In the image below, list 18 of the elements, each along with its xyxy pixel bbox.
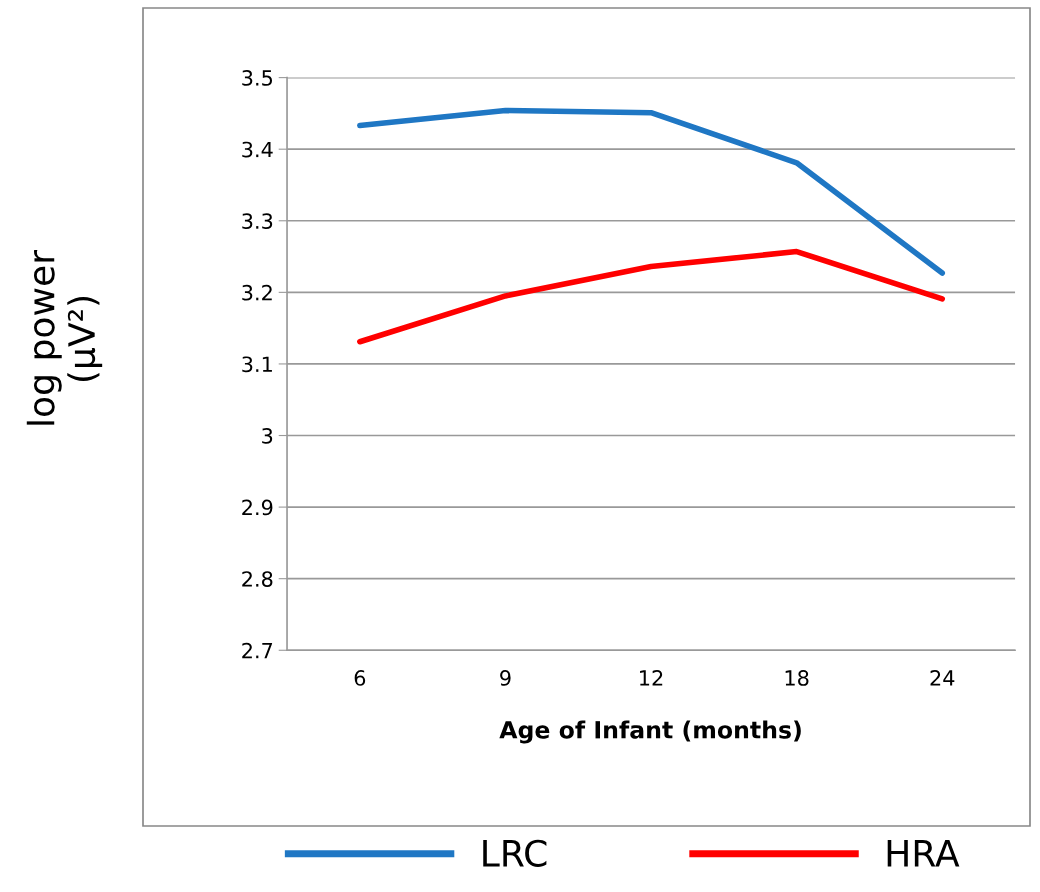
y-tick-label: 3.2 <box>242 284 272 301</box>
x-tick-label: 18 <box>785 670 809 686</box>
y-tick-label: 3.3 <box>242 213 273 229</box>
x-tick-label: 9 <box>500 670 511 686</box>
y-tick-label: 2.8 <box>242 571 273 587</box>
y-tick-label: 3 <box>262 427 273 444</box>
y-tick-label: 2.7 <box>242 642 273 659</box>
y-tick-label: 2.9 <box>242 499 273 516</box>
x-tick-label: 12 <box>640 670 663 686</box>
x-axis-title: Age of Infant (months) <box>499 720 801 744</box>
y-tick-label: 3.4 <box>242 141 273 158</box>
x-tick-label: 6 <box>354 670 366 686</box>
y-axis-title: log power (μV²) <box>26 249 103 425</box>
x-tick-label: 24 <box>930 670 955 686</box>
legend-label: LRC <box>483 839 547 867</box>
y-tick-label: 3.1 <box>242 356 272 373</box>
legend-label: HRA <box>887 840 960 867</box>
y-tick-label: 3.5 <box>242 70 273 86</box>
